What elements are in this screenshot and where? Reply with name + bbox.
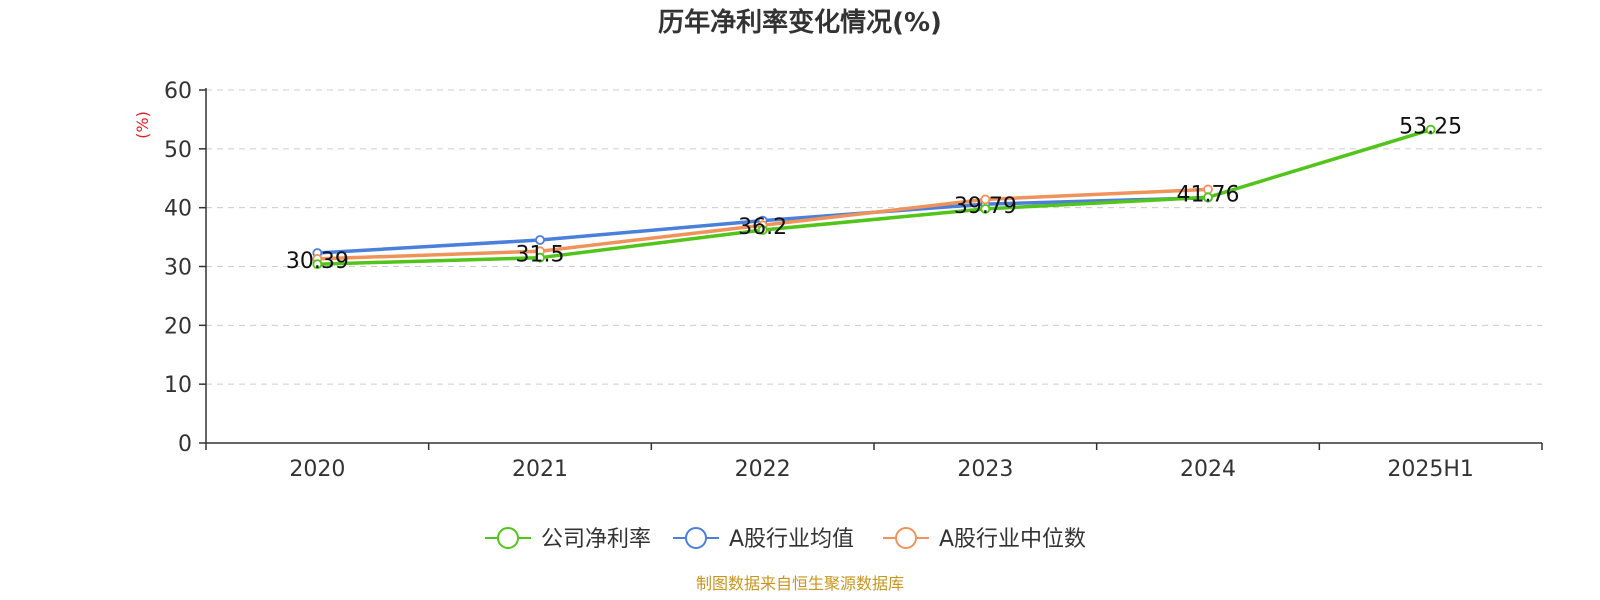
y-tick-label: 50: [164, 138, 192, 163]
data-point: [535, 252, 545, 263]
x-tick-label: 2020: [289, 457, 345, 482]
legend-label: 公司净利率: [541, 527, 651, 552]
y-tick-label: 0: [178, 432, 192, 457]
data-label: 30.39: [286, 249, 349, 274]
data-point: [980, 194, 991, 205]
legend-label: A股行业均值: [729, 527, 854, 552]
series-line: [317, 128, 1432, 266]
data-point: [980, 204, 991, 214]
data-labels: 30.39 31.5 36.2 39.79 41.76 53.25: [286, 115, 1462, 274]
data-label: 39.79: [954, 194, 1017, 219]
legend-item[interactable]: A股行业中位数: [883, 527, 1086, 552]
grid-lines: [206, 89, 1542, 385]
data-label: 31.5: [516, 243, 565, 268]
legend-item[interactable]: A股行业均值: [673, 527, 854, 552]
y-axis-label: (%): [133, 111, 152, 139]
legend-label: A股行业中位数: [939, 527, 1086, 552]
data-label: 36.2: [738, 215, 787, 240]
legend[interactable]: 公司净利率 A股行业均值 A股行业中位数: [485, 527, 1086, 552]
chart-title: 历年净利率变化情况(%): [658, 7, 942, 38]
legend-marker-icon: [895, 527, 917, 549]
data-point: [1203, 192, 1213, 203]
data-label: 41.76: [1177, 182, 1240, 207]
y-tick-label: 40: [164, 197, 192, 222]
y-tick-label: 20: [164, 314, 192, 339]
data-point: [757, 225, 768, 235]
y-tick-label: 10: [164, 373, 192, 398]
x-tick-label: 2025H1: [1387, 457, 1474, 482]
source-note: 制图数据来自恒生聚源数据库: [696, 574, 904, 593]
data-point: [1425, 124, 1436, 135]
x-tick-label: 2022: [735, 457, 791, 482]
x-tick-label: 2021: [512, 457, 568, 482]
x-tick-label: 2024: [1180, 457, 1236, 482]
y-tick-label: 60: [164, 79, 192, 104]
data-point: [312, 259, 323, 270]
legend-marker-icon: [685, 527, 707, 549]
legend-marker-icon: [497, 527, 519, 549]
data-point: [535, 235, 545, 245]
legend-item[interactable]: 公司净利率: [485, 527, 651, 552]
series-lines: [312, 124, 1436, 270]
axes: 0 10 20 30 40 50 60 2020 2021 2022 2023 2024 2025H1: [164, 79, 1543, 482]
data-label: 53.25: [1399, 115, 1462, 140]
y-tick-label: 30: [164, 256, 192, 281]
x-tick-label: 2023: [957, 457, 1013, 482]
